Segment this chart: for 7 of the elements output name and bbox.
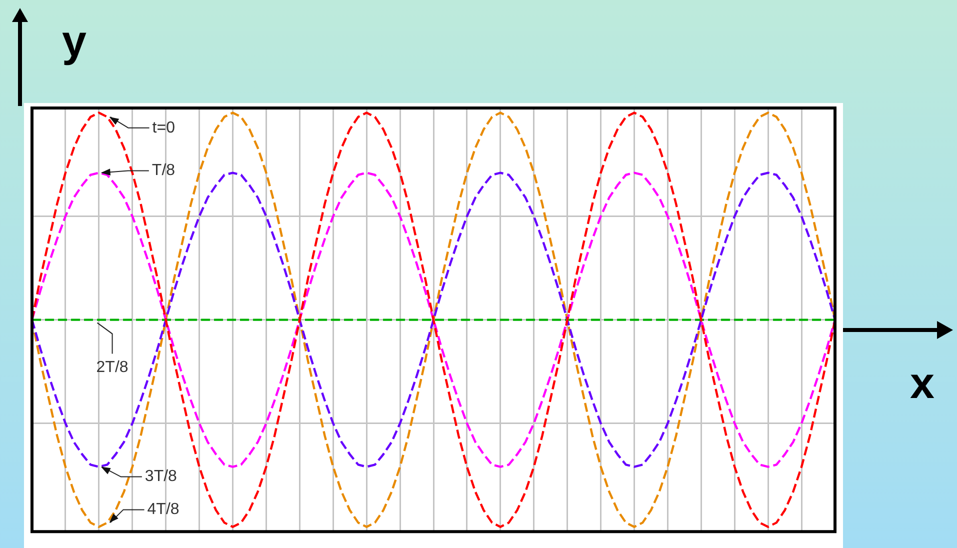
text: 2T/8 bbox=[96, 359, 128, 376]
text: 3T/8 bbox=[144, 468, 178, 486]
series-label: 4T/8 bbox=[147, 501, 180, 518]
y-axis-title: y bbox=[62, 17, 86, 66]
series-label: t=0 bbox=[152, 119, 176, 136]
x-axis-title: x bbox=[910, 359, 934, 408]
text: T/8 bbox=[152, 162, 176, 180]
